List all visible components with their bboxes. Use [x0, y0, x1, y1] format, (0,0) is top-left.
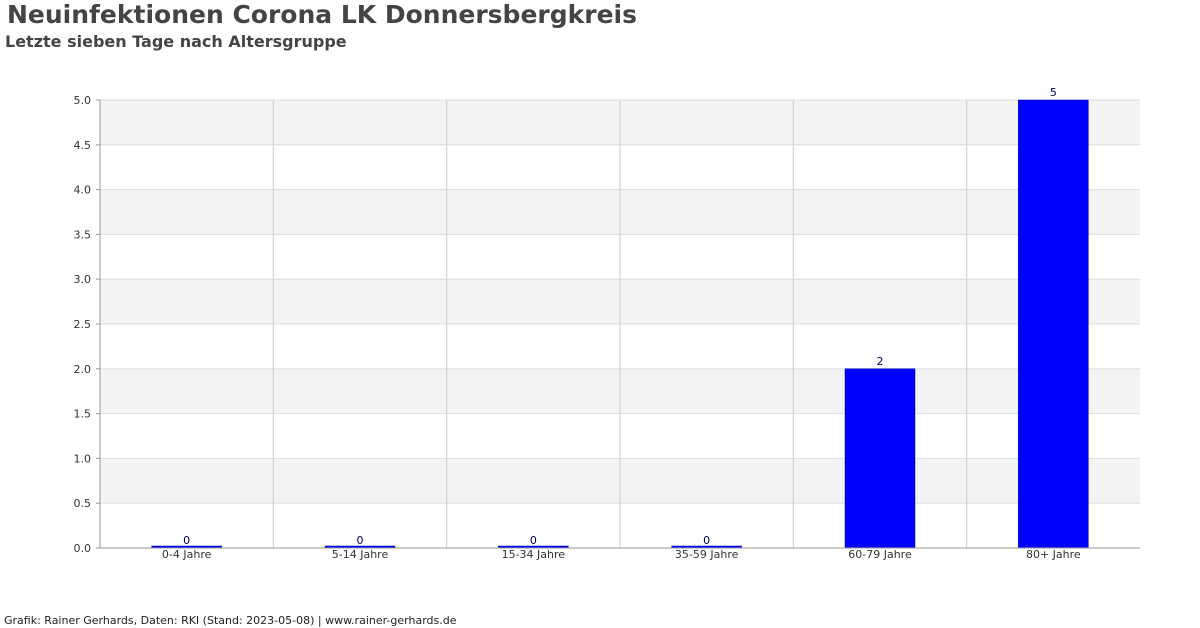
- data-label: 0: [183, 534, 190, 547]
- footer-credit: Grafik: Rainer Gerhards, Daten: RKI (Sta…: [4, 614, 457, 627]
- chart-title: Neuinfektionen Corona LK Donnersbergkrei…: [7, 0, 637, 29]
- y-tick-label: 3.5: [74, 228, 92, 241]
- data-labels: 0 0 0 0 2 5: [183, 86, 1057, 547]
- chart-subtitle: Letzte sieben Tage nach Altersgruppe: [5, 32, 347, 51]
- y-tick-label: 5.0: [74, 94, 92, 107]
- x-category-label: 80+ Jahre: [1026, 548, 1081, 561]
- y-tick-label: 3.0: [74, 273, 92, 286]
- x-category-labels: 0-4 Jahre 5-14 Jahre 15-34 Jahre 35-59 Jahr…: [162, 548, 1081, 561]
- x-category-label: 5-14 Jahre: [332, 548, 389, 561]
- y-tick-label: 4.5: [74, 139, 92, 152]
- y-tick-label: 4.0: [74, 184, 92, 197]
- data-label: 0: [530, 534, 537, 547]
- y-tick-labels: 0.0 0.5 1.0 1.5 2.0 2.5 3.0 3.5 4.0 4.5 5.0: [74, 94, 100, 555]
- x-category-label: 0-4 Jahre: [162, 548, 212, 561]
- bar: [844, 368, 916, 549]
- y-tick-label: 0.5: [74, 497, 92, 510]
- y-tick-label: 1.0: [74, 452, 92, 465]
- data-label: 2: [877, 355, 884, 368]
- bar: [1018, 99, 1089, 549]
- y-tick-label: 2.5: [74, 318, 92, 331]
- data-label: 0: [703, 534, 710, 547]
- data-label: 0: [357, 534, 364, 547]
- bars: [151, 99, 1089, 549]
- y-tick-label: 2.0: [74, 363, 92, 376]
- x-category-label: 35-59 Jahre: [675, 548, 739, 561]
- y-tick-label: 1.5: [74, 408, 92, 421]
- y-tick-label: 0.0: [74, 542, 92, 555]
- x-category-label: 60-79 Jahre: [848, 548, 912, 561]
- x-category-label: 15-34 Jahre: [502, 548, 566, 561]
- data-label: 5: [1050, 86, 1057, 99]
